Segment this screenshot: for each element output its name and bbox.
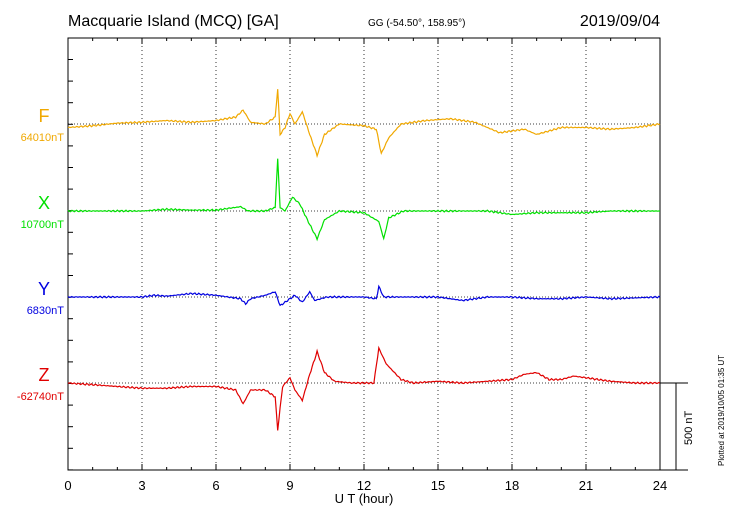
- axis-ticks: 0 3 6 9 12 15 18 21 24: [64, 38, 667, 493]
- traces: [67, 89, 661, 431]
- series-name-y: Y: [38, 279, 50, 299]
- series-labels: F 64010nT X 10700nT Y 6830nT Z -62740nT: [17, 106, 64, 403]
- baseline-label-y: 6830nT: [27, 305, 65, 317]
- x-tick-label: 15: [431, 478, 445, 493]
- x-tick-label: 18: [505, 478, 519, 493]
- baseline-label-z: -62740nT: [17, 391, 64, 403]
- trace-x: [67, 158, 660, 242]
- series-name-z: Z: [39, 365, 50, 385]
- x-axis-title: U T (hour): [335, 491, 394, 506]
- trace-y: [67, 284, 661, 307]
- x-tick-label: 6: [212, 478, 219, 493]
- scale-bar-label: 500 nT: [683, 410, 695, 445]
- series-name-f: F: [39, 106, 50, 126]
- x-tick-label: 12: [357, 478, 371, 493]
- x-tick-label: 3: [138, 478, 145, 493]
- x-tick-label: 21: [579, 478, 593, 493]
- x-tick-label: 9: [286, 478, 293, 493]
- baseline-label-x: 10700nT: [21, 219, 65, 231]
- grid-lines: [141, 38, 587, 470]
- coordinates-label: GG (-54.50°, 158.95°): [368, 18, 466, 29]
- station-title: Macquarie Island (MCQ) [GA]: [68, 13, 279, 30]
- trace-z: [67, 345, 661, 431]
- plotted-note: Plotted at 2019/10/05 01:35 UT: [717, 355, 726, 466]
- x-tick-label: 24: [653, 478, 667, 493]
- trace-f: [67, 89, 661, 159]
- x-tick-label: 0: [64, 478, 71, 493]
- date-label: 2019/09/04: [580, 13, 660, 30]
- scale-bar: 500 nT: [660, 382, 695, 471]
- series-name-x: X: [38, 193, 50, 213]
- baseline-label-f: 64010nT: [21, 132, 65, 144]
